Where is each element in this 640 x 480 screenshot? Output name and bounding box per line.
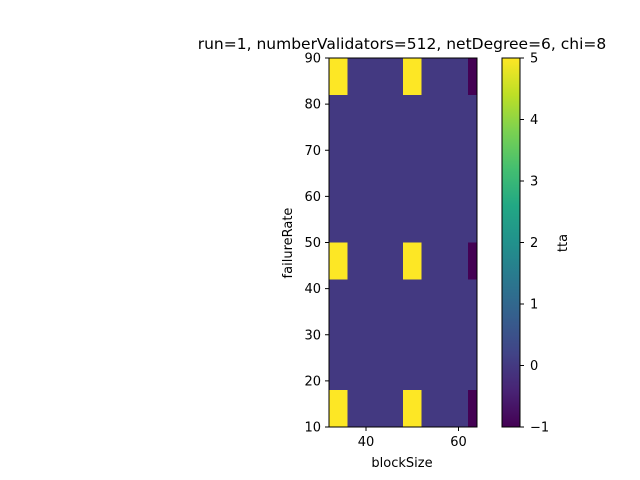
x-axis-ticks: 40 60 [358, 427, 467, 450]
heatmap-cells [329, 58, 477, 427]
y-tick-label: 20 [304, 374, 321, 389]
heatmap-cell [467, 58, 477, 95]
x-tick-label: 40 [358, 435, 375, 450]
y-tick-label: 70 [304, 144, 321, 159]
heatmap-cell [467, 279, 477, 391]
y-axis-ticks: 10 20 30 40 50 60 70 80 90 [304, 52, 329, 436]
y-tick-label: 50 [304, 236, 321, 251]
colorbar-ticks: −1 0 1 2 3 4 5 [520, 52, 549, 436]
x-axis-label: blockSize [371, 456, 432, 471]
heatmap-cell [329, 242, 348, 280]
heatmap-cell [329, 390, 348, 427]
heatmap-cell [403, 279, 422, 391]
heatmap-cell [421, 279, 468, 391]
heatmap-cell [421, 58, 468, 95]
heatmap-cell [347, 58, 403, 95]
y-tick-label: 90 [304, 52, 321, 67]
colorbar-tick-label: 0 [530, 359, 538, 374]
chart-title: run=1, numberValidators=512, netDegree=6… [198, 35, 607, 53]
heatmap-cell [421, 242, 468, 280]
heatmap-cell [403, 58, 422, 95]
heatmap-cell [421, 94, 468, 243]
colorbar-tick-label: 1 [530, 298, 538, 313]
y-tick-label: 10 [304, 421, 321, 436]
heatmap-cell [329, 279, 348, 391]
heatmap-cell [329, 58, 348, 95]
heatmap-cell [403, 94, 422, 243]
heatmap-cell [347, 390, 403, 427]
colorbar-tick-label: 4 [530, 113, 538, 128]
y-tick-label: 40 [304, 282, 321, 297]
colorbar-label: tta [556, 234, 571, 252]
y-tick-label: 80 [304, 98, 321, 113]
y-axis-label: failureRate [281, 208, 296, 279]
heatmap-cell [467, 242, 477, 280]
heatmap-cell [467, 94, 477, 243]
heatmap-cell [347, 279, 403, 391]
heatmap-cell [403, 242, 422, 280]
y-tick-label: 30 [304, 328, 321, 343]
y-tick-label: 60 [304, 190, 321, 205]
x-tick-label: 60 [450, 435, 467, 450]
heatmap-cell [329, 94, 348, 243]
heatmap-cell [421, 390, 468, 427]
heatmap-cell [347, 242, 403, 280]
heatmap-cell [467, 390, 477, 427]
colorbar-tick-label: 2 [530, 236, 538, 251]
heatmap-cell [403, 390, 422, 427]
colorbar-tick-label: 3 [530, 175, 538, 190]
heatmap-cell [347, 94, 403, 243]
colorbar-tick-label: −1 [530, 421, 549, 436]
colorbar [501, 57, 521, 428]
colorbar-tick-label: 5 [530, 52, 538, 67]
